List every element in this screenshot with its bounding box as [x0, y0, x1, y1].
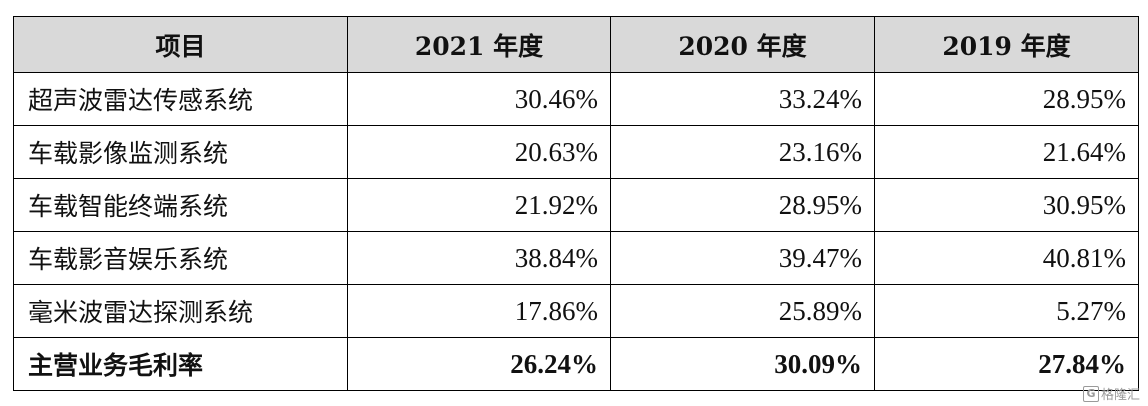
cell-2020: 25.89%: [610, 284, 875, 338]
watermark: G 格隆汇: [1082, 384, 1140, 403]
cell-2021: 20.63%: [347, 125, 611, 179]
watermark-text: 格隆汇: [1100, 388, 1140, 403]
header-row: 项目 2021 年度 2020 年度 2019 年度: [13, 16, 1139, 73]
total-row: 主营业务毛利率 26.24% 30.09% 27.84%: [13, 337, 1139, 391]
header-2020: 2020 年度: [610, 16, 875, 73]
row-item: 车载影音娱乐系统: [13, 231, 348, 285]
table-row: 车载影像监测系统 20.63% 23.16% 21.64%: [13, 125, 1139, 179]
total-item: 主营业务毛利率: [13, 337, 348, 391]
row-item: 超声波雷达传感系统: [13, 72, 348, 126]
header-2021: 2021 年度: [347, 16, 611, 73]
cell-2021: 30.46%: [347, 72, 611, 126]
total-2019: 27.84%: [874, 337, 1139, 391]
row-item: 车载智能终端系统: [13, 178, 348, 232]
cell-2020: 39.47%: [610, 231, 875, 285]
cell-2019: 40.81%: [874, 231, 1139, 285]
cell-2021: 17.86%: [347, 284, 611, 338]
table-row: 车载影音娱乐系统 38.84% 39.47% 40.81%: [13, 231, 1139, 285]
cell-2021: 38.84%: [347, 231, 611, 285]
total-2021: 26.24%: [347, 337, 611, 391]
header-item: 项目: [13, 16, 348, 73]
row-item: 车载影像监测系统: [13, 125, 348, 179]
table-row: 车载智能终端系统 21.92% 28.95% 30.95%: [13, 178, 1139, 232]
g-logo-icon: G: [1082, 385, 1099, 402]
cell-2020: 23.16%: [610, 125, 875, 179]
cell-2019: 21.64%: [874, 125, 1139, 179]
table-row: 毫米波雷达探测系统 17.86% 25.89% 5.27%: [13, 284, 1139, 338]
table-row: 超声波雷达传感系统 30.46% 33.24% 28.95%: [13, 72, 1139, 126]
row-item: 毫米波雷达探测系统: [13, 284, 348, 338]
cell-2019: 30.95%: [874, 178, 1139, 232]
cell-2019: 5.27%: [874, 284, 1139, 338]
cell-2019: 28.95%: [874, 72, 1139, 126]
cell-2020: 28.95%: [610, 178, 875, 232]
header-2019: 2019 年度: [874, 16, 1139, 73]
gross-margin-table: 项目 2021 年度 2020 年度 2019 年度 超声波雷达传感系统 30.…: [13, 16, 1139, 391]
cell-2021: 21.92%: [347, 178, 611, 232]
total-2020: 30.09%: [610, 337, 875, 391]
cell-2020: 33.24%: [610, 72, 875, 126]
